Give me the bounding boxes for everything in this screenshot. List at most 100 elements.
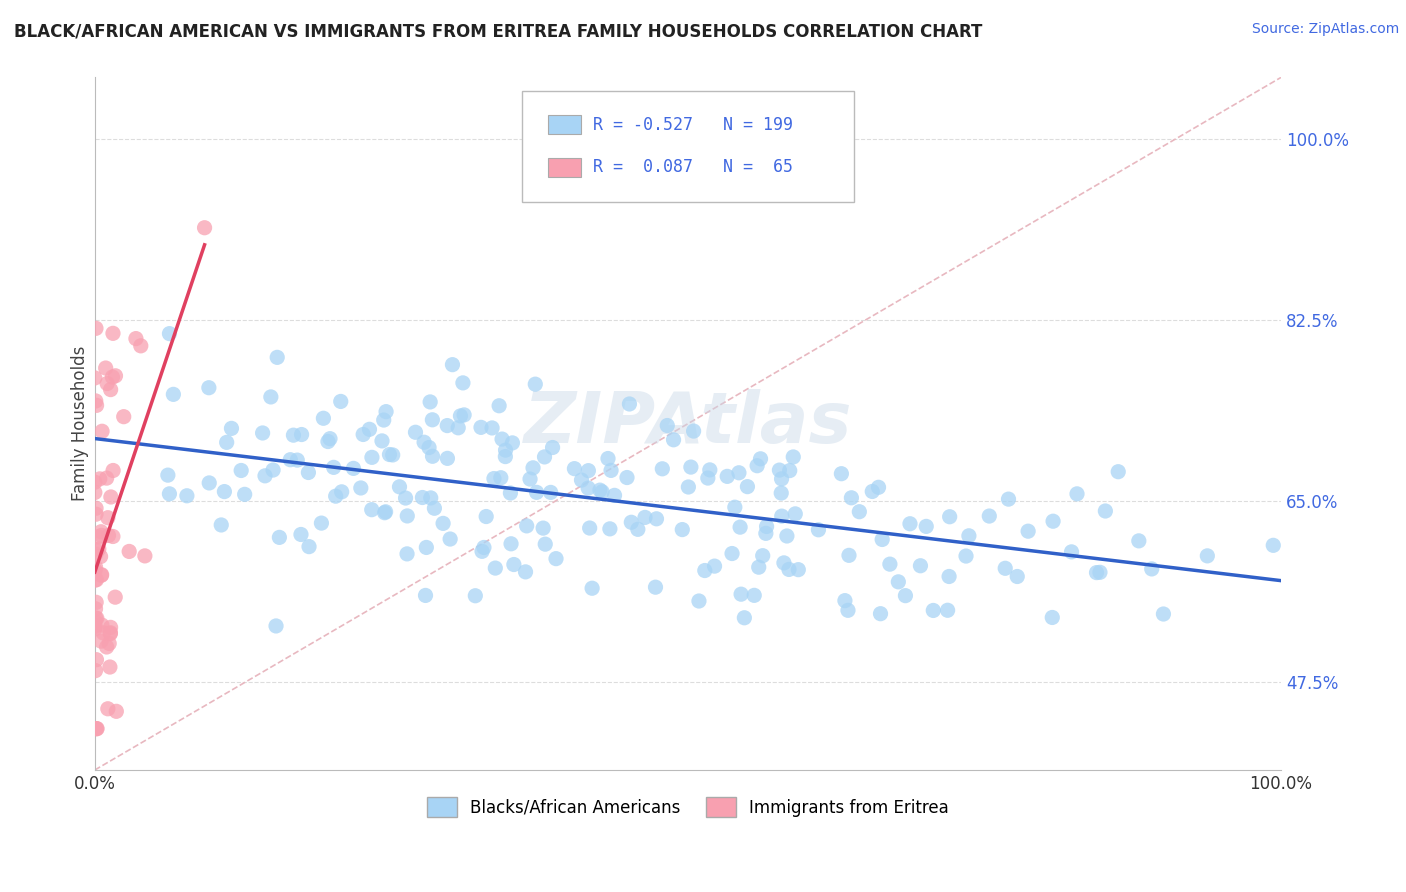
Point <box>101 463 124 477</box>
Point <box>209 518 232 533</box>
Point <box>90 549 112 564</box>
Point <box>724 500 747 515</box>
Point <box>374 506 396 520</box>
Point <box>215 435 238 450</box>
Point <box>86 611 108 625</box>
Point <box>915 519 938 533</box>
Point <box>100 490 122 504</box>
Point <box>644 580 666 594</box>
Point <box>316 434 339 449</box>
Text: Source: ZipAtlas.com: Source: ZipAtlas.com <box>1251 22 1399 37</box>
Point <box>475 509 498 524</box>
Point <box>83 615 105 629</box>
Point <box>879 557 901 571</box>
Point <box>603 488 626 502</box>
Point <box>84 393 107 408</box>
Point <box>1085 566 1108 580</box>
Point <box>755 519 778 533</box>
Point <box>90 524 112 539</box>
Point <box>716 469 738 483</box>
Point <box>84 507 107 521</box>
Point <box>519 472 541 486</box>
Point <box>682 424 704 438</box>
Point <box>1263 538 1285 552</box>
Point <box>571 473 593 487</box>
Point <box>837 603 859 617</box>
Point <box>898 516 921 531</box>
Point <box>501 436 523 450</box>
Point <box>499 537 522 551</box>
Point <box>848 505 870 519</box>
Point <box>770 472 793 486</box>
Point <box>84 573 107 587</box>
Point <box>1094 504 1116 518</box>
Point <box>98 660 121 674</box>
Point <box>830 467 852 481</box>
Point <box>860 484 883 499</box>
Point <box>755 526 778 541</box>
Point <box>260 390 283 404</box>
Point <box>129 339 152 353</box>
Point <box>285 453 308 467</box>
Point <box>264 619 287 633</box>
Point <box>193 220 215 235</box>
Point <box>84 664 107 678</box>
Point <box>290 427 312 442</box>
Point <box>96 640 118 654</box>
Point <box>807 523 830 537</box>
Point <box>616 470 638 484</box>
Text: R =  0.087   N =  65: R = 0.087 N = 65 <box>593 159 793 177</box>
Point <box>325 489 347 503</box>
Point <box>423 501 446 516</box>
Point <box>159 326 181 341</box>
Point <box>782 450 804 464</box>
Point <box>198 381 221 395</box>
Legend: Blacks/African Americans, Immigrants from Eritrea: Blacks/African Americans, Immigrants fro… <box>420 790 956 824</box>
Point <box>91 424 114 438</box>
Point <box>524 377 547 392</box>
Point <box>83 485 105 500</box>
Point <box>360 502 382 516</box>
Point <box>86 653 108 667</box>
Point <box>432 516 454 531</box>
Point <box>787 563 810 577</box>
Point <box>471 544 494 558</box>
Point <box>157 487 180 501</box>
Point <box>747 458 769 473</box>
Point <box>86 398 108 412</box>
Point <box>97 528 120 542</box>
Point <box>447 421 470 435</box>
Point <box>266 351 288 365</box>
Point <box>388 480 411 494</box>
Point <box>97 702 120 716</box>
Point <box>221 421 243 435</box>
Point <box>322 460 344 475</box>
Point <box>415 589 437 603</box>
Point <box>581 581 603 595</box>
Point <box>198 475 221 490</box>
Point <box>778 562 800 576</box>
Point <box>394 491 416 505</box>
Point <box>533 450 555 464</box>
Point <box>693 564 716 578</box>
Point <box>453 408 475 422</box>
Point <box>678 480 700 494</box>
Point <box>118 544 141 558</box>
Point <box>464 589 486 603</box>
Point <box>499 486 522 500</box>
Point <box>436 418 458 433</box>
Point <box>596 451 619 466</box>
Point <box>101 326 124 341</box>
Point <box>578 521 600 535</box>
Point <box>449 409 471 423</box>
Point <box>283 428 305 442</box>
Point <box>422 450 444 464</box>
Point <box>90 634 112 648</box>
Point <box>84 560 107 574</box>
Point <box>373 413 395 427</box>
Point <box>657 418 679 433</box>
Point <box>703 559 725 574</box>
Point <box>484 561 506 575</box>
Point <box>422 413 444 427</box>
Point <box>98 636 121 650</box>
